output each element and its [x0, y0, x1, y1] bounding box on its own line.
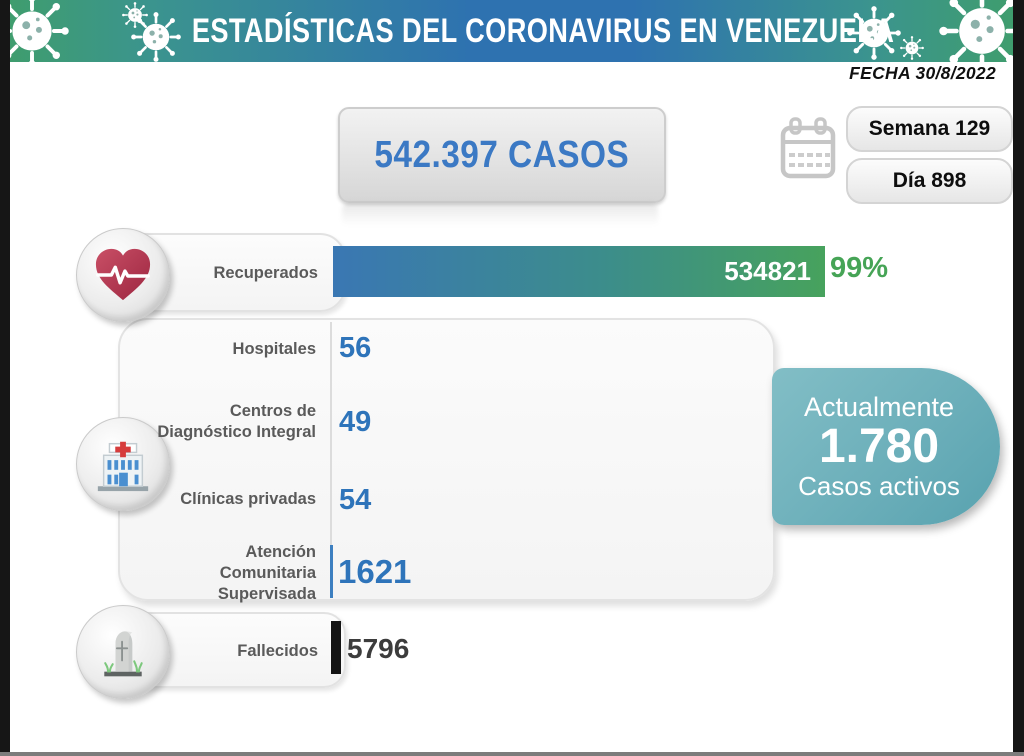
facility-label-cdi: Centros de Diagnóstico Integral [150, 401, 316, 443]
recovered-label: Recuperados [213, 264, 318, 282]
total-cases-reflection [342, 202, 658, 226]
active-cases-value: 1.780 [818, 420, 940, 473]
facility-label-line: Atención [245, 543, 316, 561]
day-badge: Día 898 [846, 158, 1013, 204]
hospital-icon [97, 441, 149, 492]
tombstone-icon [104, 631, 143, 677]
facility-value-clinicas: 54 [339, 484, 372, 516]
report-date: FECHA 30/8/2022 [849, 63, 996, 83]
recovered-icon-circle [76, 228, 170, 322]
heart-pulse-icon [95, 248, 151, 301]
facility-label-hospitales: Hospitales [150, 339, 316, 360]
total-cases-value: 542.397 CASOS [374, 133, 630, 176]
page-title: ESTADÍSTICAS DEL CORONAVIRUS EN VENEZUEL… [192, 11, 895, 50]
header-banner: ESTADÍSTICAS DEL CORONAVIRUS EN VENEZUEL… [0, 0, 1013, 62]
deaths-bar [331, 621, 341, 674]
left-edge [0, 0, 10, 756]
facility-label-line: Centros de [229, 402, 316, 420]
facilities-icon-circle [76, 417, 170, 511]
active-cases-caption: Actualmente [803, 392, 955, 422]
deaths-icon-circle [76, 605, 170, 699]
facility-label-line: Hospitales [232, 340, 316, 358]
calendar-icon [780, 117, 836, 179]
facility-accent-line [330, 545, 333, 598]
bottom-edge [0, 752, 1024, 756]
week-badge: Semana 129 [846, 106, 1013, 152]
facility-value-cdi: 49 [339, 406, 372, 438]
total-cases-box: 542.397 CASOS [338, 107, 666, 203]
recovered-percent: 99% [830, 252, 889, 284]
week-label: Semana 129 [868, 117, 991, 140]
facilities-panel [118, 318, 775, 601]
facilities-divider [330, 322, 332, 598]
active-cases-box: Actualmente 1.780 Casos activos [772, 368, 1000, 525]
active-cases-subcaption: Casos activos [798, 471, 960, 501]
right-edge [1013, 0, 1024, 756]
facility-value-atencion: 1621 [338, 553, 412, 590]
deaths-value: 5796 [347, 633, 410, 664]
deaths-label: Fallecidos [237, 642, 318, 660]
virus-icon [0, 0, 71, 68]
recovered-bar: 534821 [333, 246, 825, 297]
facility-value-hospitales: 56 [339, 332, 372, 364]
day-label: Día 898 [892, 169, 967, 192]
virus-icon [900, 36, 924, 60]
facility-label-clinicas: Clínicas privadas [150, 489, 316, 510]
facility-label-line: Diagnóstico Integral [157, 423, 316, 441]
facility-label-line: Supervisada [217, 585, 316, 603]
recovered-value: 534821 [724, 256, 811, 286]
facility-label-atencion: Atención Comunitaria Supervisada [150, 542, 316, 605]
facility-label-line: Comunitaria [219, 564, 316, 582]
facility-label-line: Clínicas privadas [180, 490, 316, 508]
